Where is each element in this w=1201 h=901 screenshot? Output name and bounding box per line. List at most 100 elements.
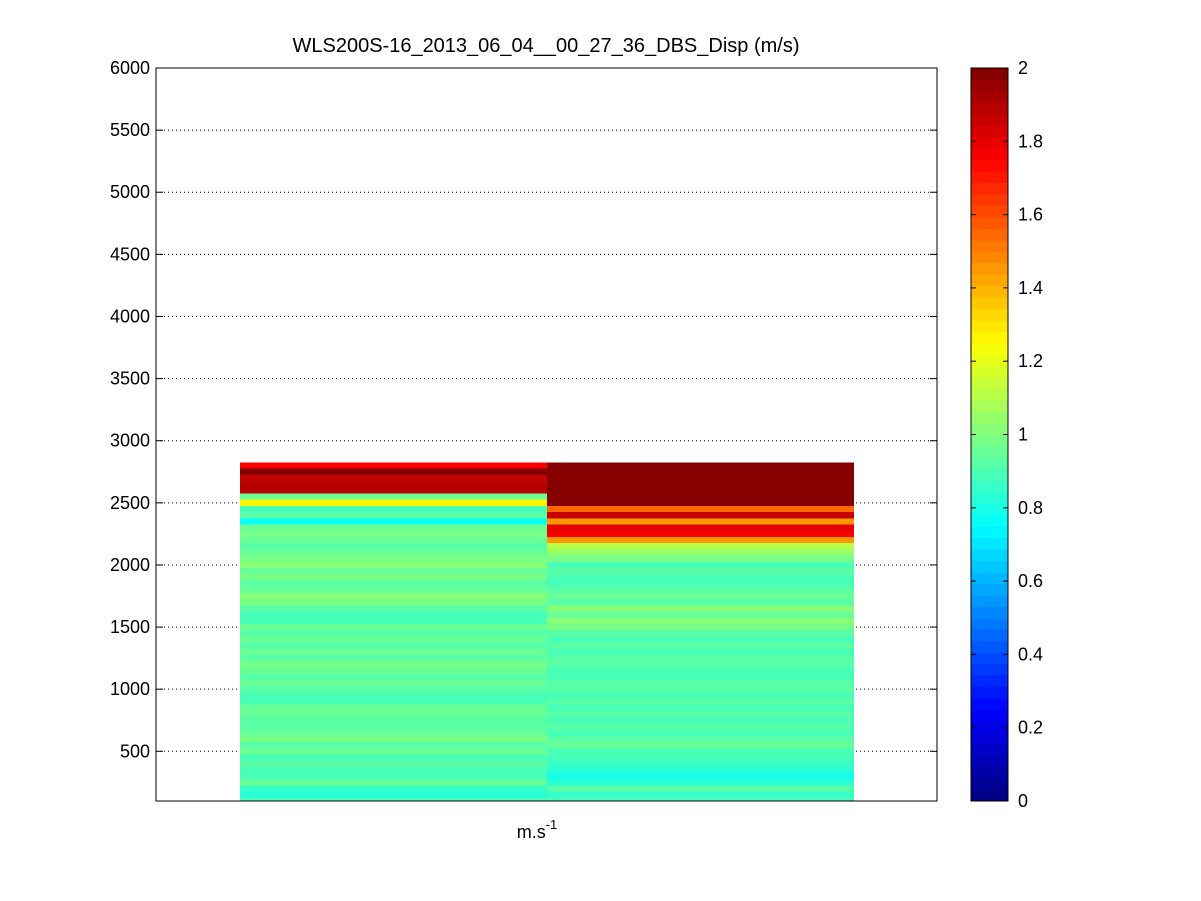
heatmap-cell — [547, 797, 854, 801]
colorbar-swatch — [971, 663, 1008, 676]
heatmap-cell — [547, 686, 854, 693]
heatmap-cell — [547, 717, 854, 724]
heatmap-cell — [240, 481, 547, 488]
heatmap-cell — [240, 487, 547, 494]
colorbar-tick-label: 1 — [1018, 425, 1028, 445]
heatmap-cell — [547, 586, 854, 593]
x-axis-label: m.s-1 — [517, 817, 558, 842]
heatmap-cell — [240, 648, 547, 656]
y-tick-label: 4000 — [110, 306, 150, 326]
colorbar-swatch — [971, 411, 1008, 424]
heatmap-cell — [240, 493, 547, 500]
heatmap-cell — [240, 574, 547, 581]
heatmap-cell — [547, 655, 854, 662]
heatmap-cell — [240, 704, 547, 711]
heatmap-cell — [547, 599, 854, 606]
heatmap-cell — [547, 493, 854, 500]
heatmap-cell — [240, 667, 547, 674]
heatmap-cell — [240, 530, 547, 537]
heatmap-cell — [240, 723, 547, 730]
y-axis-ticks: 500 1000 1500 2000 2500 3000 3500 4000 4500 5000 5… — [110, 58, 937, 761]
heatmap-cell — [240, 754, 547, 761]
y-tick-label: 5500 — [110, 120, 150, 140]
heatmap-cell — [547, 592, 854, 600]
colorbar-swatch — [971, 68, 1008, 80]
colorbar-swatch — [971, 491, 1008, 504]
colorbar-swatch — [971, 159, 1008, 172]
colorbar-swatch — [971, 594, 1008, 607]
heatmap-cell — [240, 623, 547, 631]
heatmap-cell — [547, 642, 854, 649]
colorbar-swatch — [971, 102, 1008, 115]
heatmap-cell — [547, 779, 854, 786]
colorbar-swatch — [971, 262, 1008, 275]
heatmap-cell — [547, 530, 854, 537]
colorbar-swatch — [971, 285, 1008, 298]
colorbar-swatch — [971, 434, 1008, 447]
heatmap-cell — [240, 785, 547, 792]
y-tick-label: 2500 — [110, 493, 150, 513]
heatmap-cell — [547, 704, 854, 711]
heatmap-cell — [547, 536, 854, 544]
colorbar-swatch — [971, 182, 1008, 195]
y-tick-label: 1000 — [110, 679, 150, 699]
colorbar-swatch — [971, 686, 1008, 699]
colorbar-swatch — [971, 193, 1008, 206]
colorbar-swatch — [971, 549, 1008, 561]
heatmap-cell — [547, 754, 854, 761]
colorbar-swatch — [971, 274, 1008, 287]
colorbar-swatch — [971, 400, 1008, 413]
heatmap-cell — [547, 468, 854, 475]
heatmap-cell — [547, 648, 854, 656]
heatmap-cell — [240, 717, 547, 724]
y-tick-label: 6000 — [110, 58, 150, 78]
chart-title: WLS200S-16_2013_06_04__00_27_36_DBS_Disp… — [292, 35, 799, 57]
colorbar-swatch — [971, 228, 1008, 241]
colorbar-swatch — [971, 629, 1008, 642]
heatmap-cell — [240, 580, 547, 587]
heatmap-cell — [547, 748, 854, 755]
colorbar-swatch — [971, 709, 1008, 722]
colorbar-swatch — [971, 732, 1008, 745]
colorbar-swatch — [971, 354, 1008, 367]
heatmap-cell — [547, 499, 854, 506]
colorbar-swatch — [971, 171, 1008, 184]
heatmap-cell — [547, 760, 854, 767]
heatmap-cell — [547, 481, 854, 488]
colorbar-swatch — [971, 319, 1008, 332]
heatmap-cell — [240, 605, 547, 612]
heatmap-cell — [240, 561, 547, 569]
heatmap-cell — [240, 586, 547, 593]
colorbar-swatch — [971, 526, 1008, 539]
heatmap-cell — [240, 710, 547, 718]
heatmap-cell — [547, 636, 854, 643]
heatmap-cell — [240, 474, 547, 482]
heatmap-cell — [547, 580, 854, 587]
heatmap-cell — [547, 698, 854, 705]
heatmap-cell — [547, 791, 854, 798]
heatmap-cell — [547, 543, 854, 550]
plot-area: 500 1000 1500 2000 2500 3000 3500 4000 4500 5000 5… — [110, 58, 938, 802]
heatmap-cell — [547, 512, 854, 519]
heatmap-cell — [547, 630, 854, 637]
heatmap-cell — [240, 617, 547, 624]
heatmap-cell — [240, 636, 547, 643]
colorbar-swatch — [971, 342, 1008, 355]
colorbar-tick-label: 0.6 — [1018, 571, 1043, 591]
heatmap-cell — [240, 661, 547, 668]
colorbar-swatch — [971, 297, 1008, 310]
heatmap-cell — [547, 574, 854, 581]
colorbar-swatch — [971, 583, 1008, 596]
colorbar-swatch — [971, 445, 1008, 458]
y-tick-label: 1500 — [110, 617, 150, 637]
heatmap-cell — [547, 723, 854, 730]
heatmap-cell — [547, 462, 854, 469]
heatmap-cell — [547, 487, 854, 494]
colorbar-swatch — [971, 136, 1008, 149]
colorbar-swatch — [971, 468, 1008, 481]
heatmap-cell — [240, 748, 547, 755]
plot-frame — [155, 67, 938, 802]
colorbar-swatch — [971, 457, 1008, 470]
heatmap-cell — [240, 462, 547, 469]
colorbar-swatch — [971, 125, 1008, 138]
